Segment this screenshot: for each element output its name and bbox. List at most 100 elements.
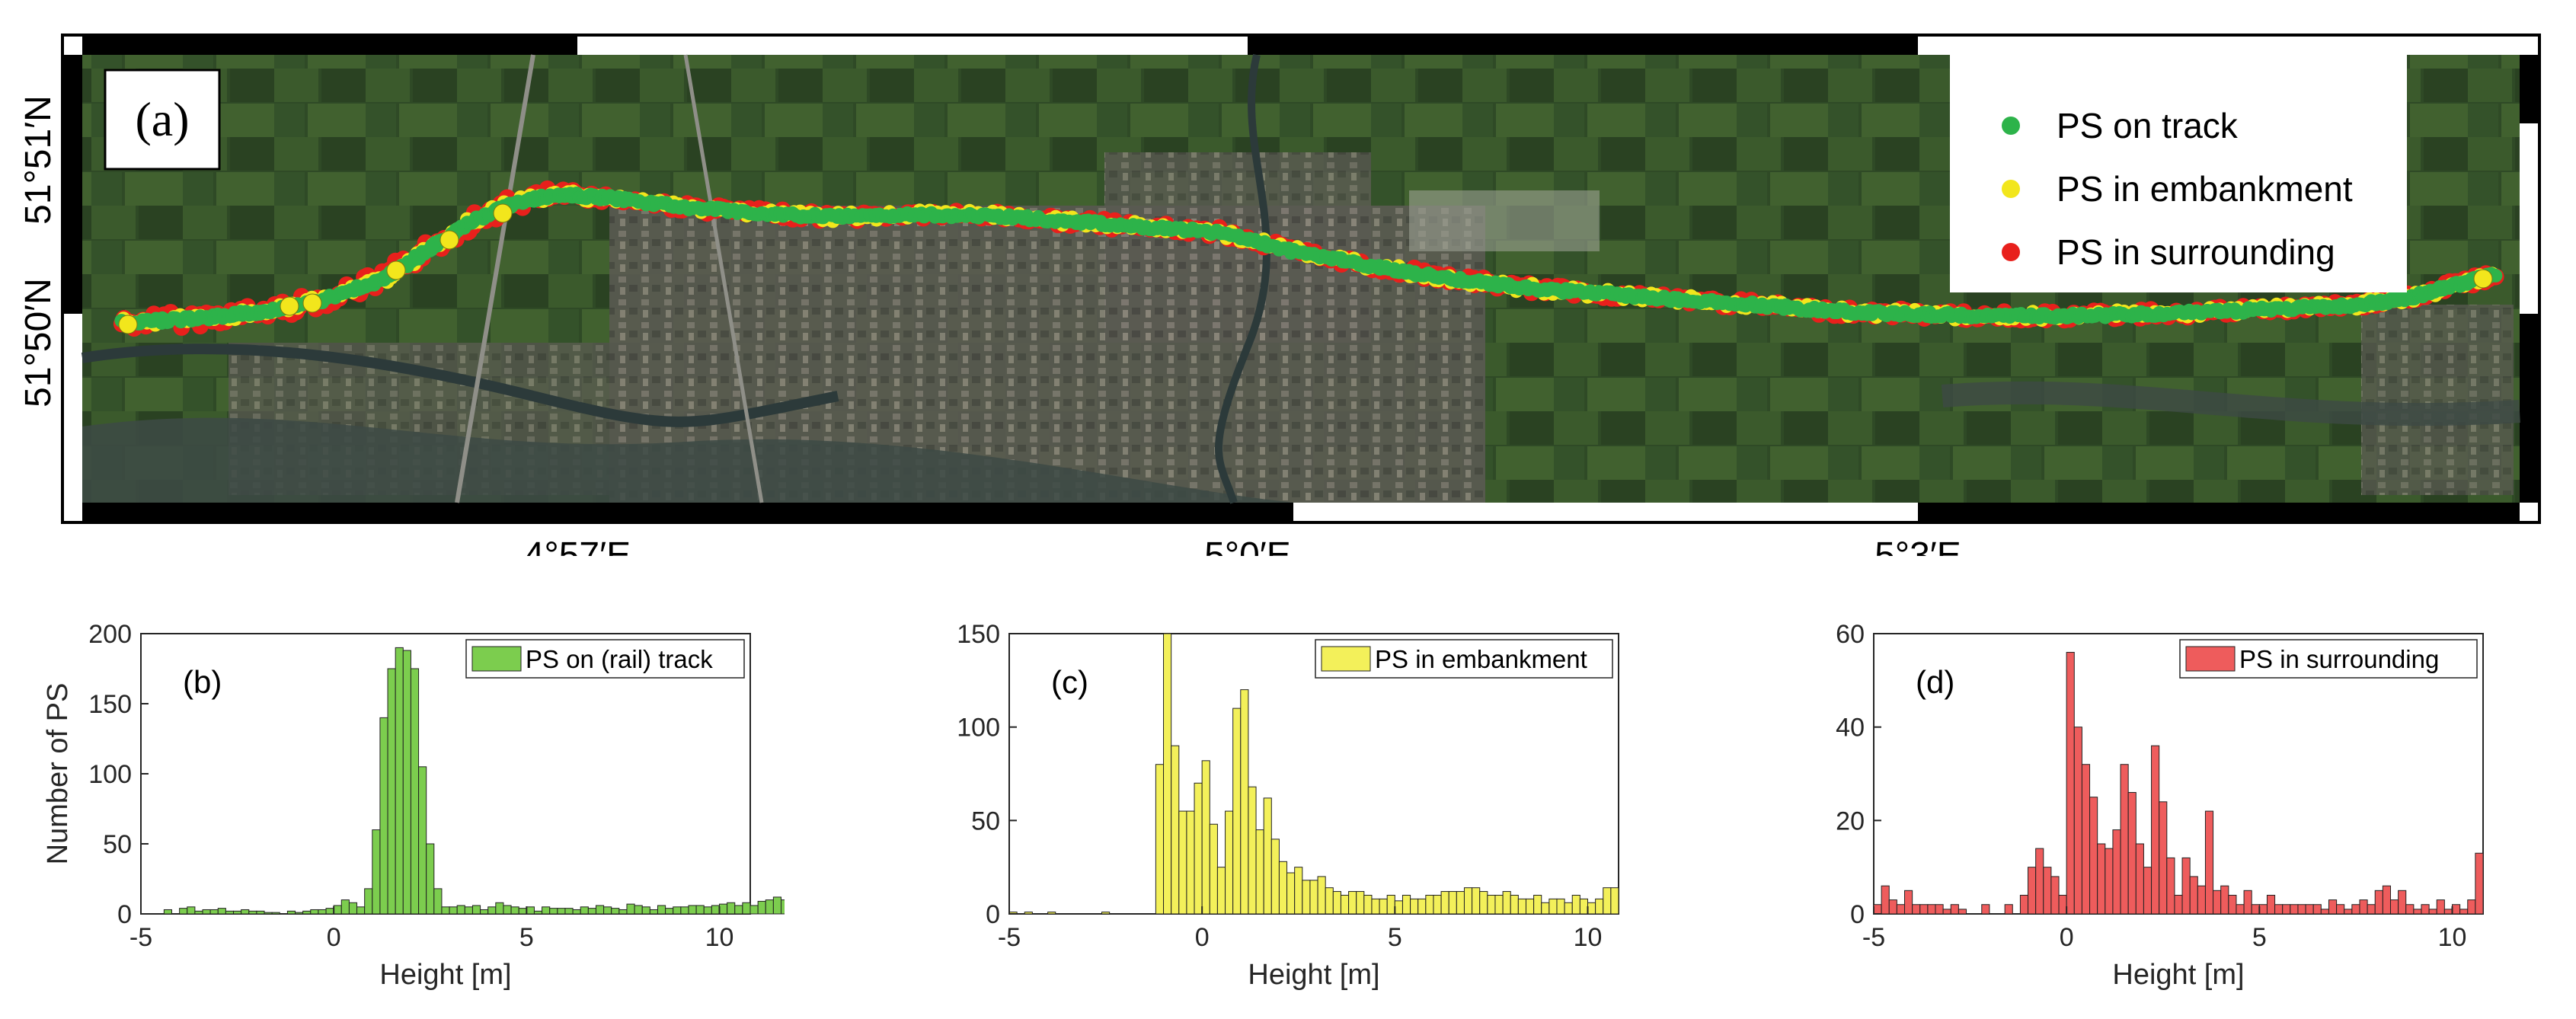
histogram-bar — [2344, 909, 2353, 915]
y-tick-label: 0 — [1850, 900, 1865, 929]
x-tick-label: 0 — [327, 923, 341, 952]
histogram-bar — [1472, 887, 1481, 915]
histogram-bar — [325, 908, 334, 915]
histogram-bar — [1270, 839, 1280, 915]
x-tick-label: 10 — [705, 923, 734, 952]
histogram-bar — [1517, 898, 1526, 915]
histogram-bar — [1873, 904, 1882, 915]
map-panel: (a) PS on track PS in embankment PS in s… — [18, 34, 2541, 556]
ps-point-embankment — [493, 203, 513, 223]
histogram-b: -5 0 5 10 0 50 100 150 200 Height [m] Number of PS… — [23, 602, 785, 1019]
histogram-bar — [1595, 898, 1604, 915]
histogram-bar — [2228, 894, 2237, 915]
histogram-bar — [2467, 899, 2476, 915]
histogram-bar — [395, 647, 404, 915]
histogram-bar — [302, 910, 312, 915]
histogram-bar — [1556, 898, 1565, 915]
histogram-bar — [1950, 904, 1959, 915]
histogram-bar — [1371, 898, 1380, 915]
histogram-bar — [1348, 891, 1357, 915]
histogram-bar — [1240, 689, 1249, 915]
histogram-bar — [1912, 904, 1921, 915]
histogram-bar — [286, 910, 296, 915]
histogram-bar — [364, 888, 373, 915]
histogram-bar — [2050, 876, 2060, 915]
histogram-bar — [1356, 891, 1365, 915]
y-tick-label: 100 — [957, 714, 1000, 743]
histogram-bar — [503, 905, 512, 915]
histogram-bar — [595, 905, 605, 915]
histogram-bar — [264, 912, 273, 915]
histogram-bar — [1225, 810, 1234, 915]
histogram-bar — [749, 905, 759, 915]
panel-label-a: (a) — [135, 92, 189, 146]
histogram-bar — [495, 902, 504, 915]
histogram-bar — [464, 906, 473, 915]
lon-label-3: 5°3′E — [1874, 535, 1961, 556]
histogram-bar — [2428, 909, 2437, 915]
histogram-bar — [241, 909, 250, 915]
histogram-bar — [1340, 894, 1350, 915]
histogram-bar — [187, 906, 196, 915]
histogram-bar — [2213, 890, 2222, 915]
histogram-bar — [2459, 909, 2469, 915]
histogram-bar — [2297, 904, 2306, 915]
histogram-bar — [2382, 885, 2391, 915]
histogram-bar — [1579, 898, 1588, 915]
histogram-bar — [1178, 810, 1187, 915]
histogram-bar — [2336, 904, 2345, 915]
histogram-bar — [695, 905, 705, 915]
legend-label-surrounding: PS in surrounding — [2057, 232, 2335, 272]
histogram-bar — [348, 902, 358, 915]
histogram-bar — [1186, 810, 1195, 915]
x-tick-label: 5 — [2252, 923, 2267, 952]
histogram-bar — [2151, 745, 2160, 915]
histogram-bar — [2312, 904, 2322, 915]
histogram-bar — [418, 766, 427, 915]
histogram-bar — [2451, 904, 2461, 915]
histogram-bar — [557, 908, 566, 915]
x-axis-label: Height [m] — [2112, 959, 2244, 991]
histogram-bar — [2290, 904, 2299, 915]
histogram-bar — [1394, 900, 1403, 915]
histogram-bar — [1325, 887, 1334, 915]
x-tick-label: -5 — [1862, 923, 1885, 952]
histogram-bar — [1309, 880, 1318, 915]
y-tick-label: 150 — [957, 620, 1000, 649]
histogram-bar — [618, 909, 628, 915]
histogram-bar — [1410, 898, 1419, 915]
histogram-bar — [2135, 843, 2144, 915]
histogram-bar — [1548, 898, 1558, 915]
histogram-bar — [256, 910, 265, 915]
histogram-bar — [742, 902, 751, 915]
histogram-bar — [1571, 894, 1580, 915]
histogram-bar — [310, 909, 319, 915]
histogram-bar — [2019, 894, 2029, 915]
histogram-bar — [2081, 764, 2091, 915]
lat-label-1: 51°51′N — [18, 95, 59, 225]
histogram-bar — [2359, 899, 2368, 915]
histogram-bar — [1255, 829, 1264, 915]
legend-swatch — [471, 646, 522, 672]
histogram-bar — [1981, 904, 1990, 915]
x-tick-label: 5 — [519, 923, 534, 952]
histogram-bar — [665, 908, 674, 915]
histogram-bar — [487, 906, 497, 915]
histogram-bar — [2320, 909, 2329, 915]
histogram-bar — [1379, 898, 1388, 915]
histogram-bar — [572, 909, 581, 915]
histogram-bar — [379, 717, 388, 915]
histogram-bar — [2073, 727, 2082, 915]
histogram-bar — [410, 668, 420, 915]
histogram-bar — [2089, 797, 2098, 915]
histogram-bar — [688, 905, 697, 915]
histogram-bar — [1958, 909, 1967, 915]
histogram-bar — [456, 905, 465, 915]
legend-label-track: PS on track — [2057, 106, 2239, 145]
histogram-bar — [1248, 786, 1257, 915]
histogram-bar — [611, 908, 620, 915]
x-tick-label: -5 — [998, 923, 1021, 952]
histogram-bar — [657, 905, 666, 915]
ps-point-embankment — [386, 260, 406, 280]
histogram-bar — [1263, 797, 1272, 915]
